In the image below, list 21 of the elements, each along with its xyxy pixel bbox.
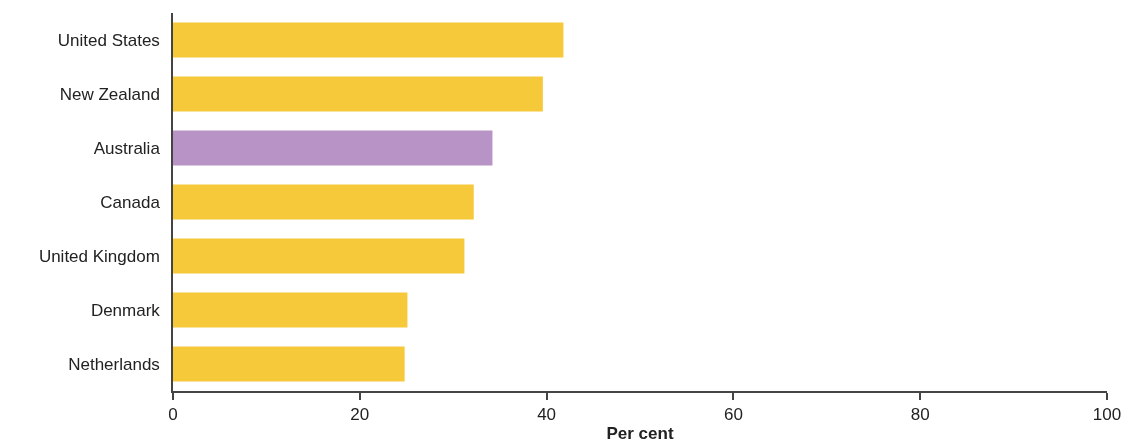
y-tick-label: Netherlands: [68, 354, 160, 374]
y-tick-label: United States: [57, 30, 160, 50]
y-tick-label: Australia: [93, 138, 161, 158]
bar: [173, 292, 408, 328]
x-tick-label: 60: [723, 405, 743, 425]
y-tick-label: New Zealand: [59, 84, 160, 104]
bar: [173, 130, 493, 166]
bar: [173, 22, 564, 58]
x-tick-label: 0: [168, 405, 178, 425]
bar: [173, 238, 465, 274]
x-axis-title: Per cent: [606, 424, 674, 444]
x-tick-label: 40: [537, 405, 557, 425]
x-tick-label: 80: [910, 405, 930, 425]
y-tick-label: Denmark: [90, 300, 161, 320]
y-tick-label: Canada: [100, 192, 161, 212]
y-tick-label: United Kingdom: [38, 246, 160, 266]
x-tick-label: 20: [350, 405, 370, 425]
x-tick-label: 100: [1092, 405, 1122, 425]
bar: [173, 76, 543, 112]
bar: [173, 346, 405, 382]
bar: [173, 184, 474, 220]
